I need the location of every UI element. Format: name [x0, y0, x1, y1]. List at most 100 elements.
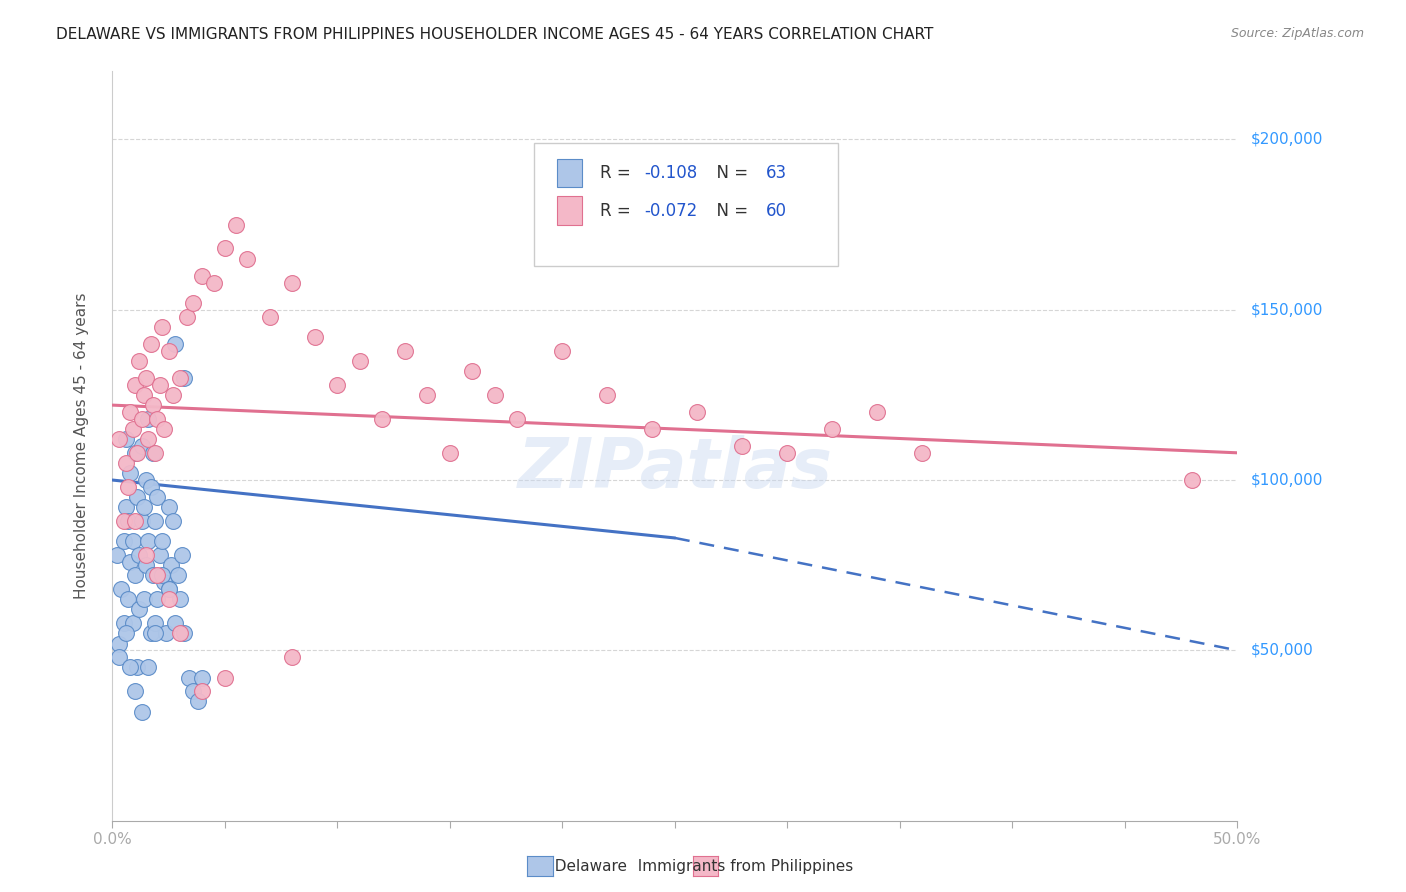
Point: [304, 330, 326, 344]
Point: [484, 388, 506, 402]
Point: [551, 343, 574, 358]
Point: [139, 336, 162, 351]
Point: [138, 660, 160, 674]
Point: [191, 671, 214, 685]
Point: [138, 534, 160, 549]
Text: R =: R =: [599, 164, 636, 182]
Point: [165, 616, 187, 631]
Point: [115, 626, 138, 640]
Point: [173, 626, 195, 640]
Point: [115, 432, 138, 446]
Text: $50,000: $50,000: [1251, 643, 1315, 657]
Point: [135, 558, 157, 573]
Point: [214, 671, 236, 685]
Point: [183, 296, 205, 310]
Point: [120, 405, 142, 419]
Point: [112, 514, 135, 528]
Point: [143, 626, 166, 640]
Point: [128, 354, 150, 368]
Point: [105, 548, 128, 562]
Point: [121, 616, 143, 631]
Point: [349, 354, 371, 368]
Point: [149, 377, 172, 392]
Point: [162, 514, 184, 528]
Point: [124, 377, 146, 392]
Y-axis label: Householder Income Ages 45 - 64 years: Householder Income Ages 45 - 64 years: [75, 293, 89, 599]
Point: [1181, 473, 1204, 487]
Point: [214, 242, 236, 256]
Point: [166, 568, 188, 582]
Point: [142, 568, 165, 582]
FancyBboxPatch shape: [557, 196, 582, 225]
Point: [143, 514, 166, 528]
Point: [127, 660, 149, 674]
Point: [461, 364, 484, 378]
Point: [117, 592, 139, 607]
Text: DELAWARE VS IMMIGRANTS FROM PHILIPPINES HOUSEHOLDER INCOME AGES 45 - 64 YEARS CO: DELAWARE VS IMMIGRANTS FROM PHILIPPINES …: [56, 27, 934, 42]
Point: [146, 411, 169, 425]
Point: [128, 602, 150, 616]
Text: Source: ZipAtlas.com: Source: ZipAtlas.com: [1230, 27, 1364, 40]
Point: [121, 422, 143, 436]
Point: [131, 411, 153, 425]
Point: [439, 446, 461, 460]
Point: [135, 371, 157, 385]
Point: [157, 343, 180, 358]
Point: [117, 480, 139, 494]
Point: [157, 592, 180, 607]
Point: [112, 534, 135, 549]
Point: [117, 514, 139, 528]
Point: [131, 705, 153, 719]
FancyBboxPatch shape: [534, 143, 838, 266]
Point: [146, 568, 169, 582]
Point: [108, 636, 131, 650]
Point: [641, 422, 664, 436]
Point: [172, 548, 194, 562]
Text: ZIPatlas: ZIPatlas: [517, 435, 832, 502]
Point: [776, 446, 799, 460]
Point: [236, 252, 259, 266]
Point: [177, 671, 200, 685]
Point: [124, 568, 146, 582]
Point: [110, 582, 132, 596]
Text: N =: N =: [706, 202, 754, 219]
Point: [191, 684, 214, 698]
Point: [139, 480, 162, 494]
Point: [187, 694, 209, 708]
Point: [191, 268, 214, 283]
Point: [866, 405, 889, 419]
Text: -0.108: -0.108: [644, 164, 697, 182]
Point: [169, 626, 191, 640]
Point: [108, 650, 131, 665]
Point: [155, 626, 177, 640]
Text: R =: R =: [599, 202, 636, 219]
Point: [169, 371, 191, 385]
Point: [157, 582, 180, 596]
Point: [138, 432, 160, 446]
Point: [202, 276, 225, 290]
Point: [153, 575, 176, 590]
Text: $200,000: $200,000: [1251, 132, 1323, 147]
Point: [131, 439, 153, 453]
Point: [821, 422, 844, 436]
Point: [121, 534, 143, 549]
Text: N =: N =: [706, 164, 754, 182]
Point: [150, 319, 173, 334]
Point: [153, 422, 176, 436]
Point: [115, 500, 138, 515]
Point: [183, 684, 205, 698]
Point: [326, 377, 349, 392]
Text: Immigrants from Philippines: Immigrants from Philippines: [627, 859, 863, 874]
Point: [146, 490, 169, 504]
Point: [911, 446, 934, 460]
Point: [120, 555, 142, 569]
Text: $100,000: $100,000: [1251, 473, 1323, 488]
Point: [124, 514, 146, 528]
Point: [259, 310, 281, 324]
Point: [120, 660, 142, 674]
Point: [143, 616, 166, 631]
Text: -0.072: -0.072: [644, 202, 697, 219]
Point: [157, 582, 180, 596]
Point: [176, 310, 198, 324]
Point: [731, 439, 754, 453]
